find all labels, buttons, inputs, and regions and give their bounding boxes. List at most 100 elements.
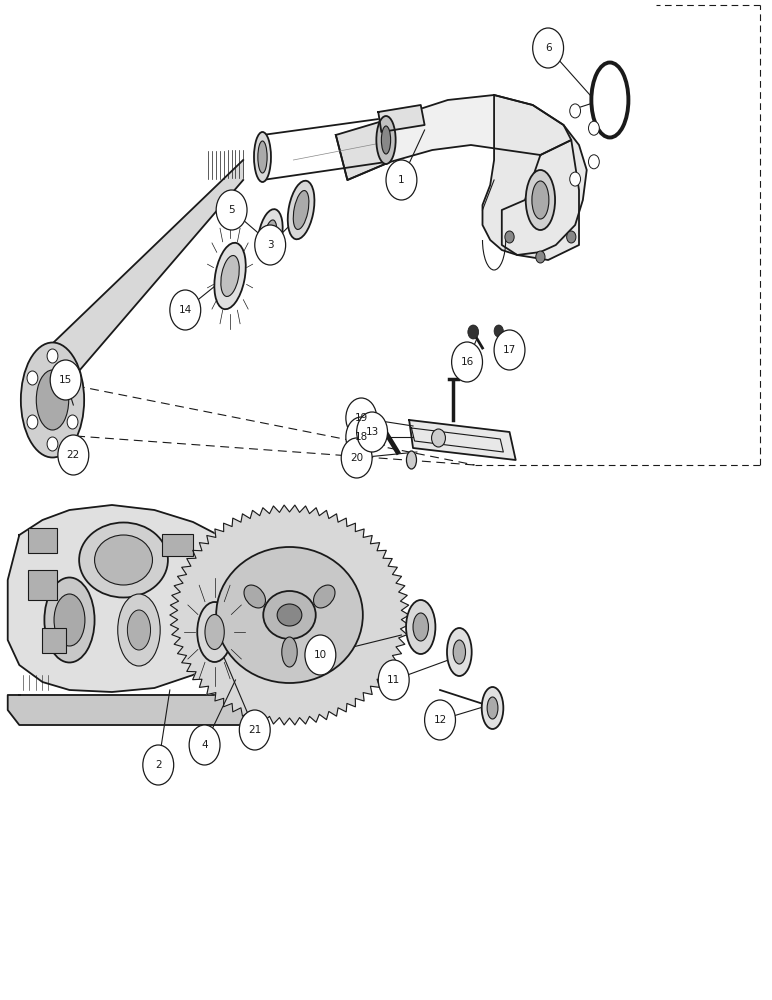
Text: 3: 3	[267, 240, 273, 250]
Circle shape	[189, 725, 220, 765]
Circle shape	[346, 417, 377, 457]
Text: 19: 19	[354, 413, 368, 423]
Ellipse shape	[453, 640, 466, 664]
Ellipse shape	[487, 697, 498, 719]
Ellipse shape	[44, 578, 94, 662]
Ellipse shape	[532, 181, 549, 219]
Circle shape	[432, 429, 445, 447]
Circle shape	[255, 225, 286, 265]
Circle shape	[47, 349, 58, 363]
Ellipse shape	[277, 604, 302, 626]
Circle shape	[570, 104, 581, 118]
Ellipse shape	[205, 614, 224, 650]
Text: 17: 17	[503, 345, 516, 355]
Bar	[28, 528, 57, 552]
Ellipse shape	[377, 116, 395, 164]
Polygon shape	[54, 160, 243, 400]
Circle shape	[425, 700, 455, 740]
Text: 22: 22	[66, 450, 80, 460]
Circle shape	[58, 435, 89, 475]
Ellipse shape	[94, 535, 152, 585]
Bar	[162, 534, 193, 556]
Circle shape	[378, 660, 409, 700]
Circle shape	[357, 412, 388, 452]
Text: 4: 4	[201, 740, 208, 750]
Circle shape	[386, 160, 417, 200]
Bar	[42, 628, 66, 652]
Circle shape	[536, 251, 545, 263]
Ellipse shape	[215, 243, 245, 309]
Text: 13: 13	[365, 427, 379, 437]
Ellipse shape	[413, 613, 428, 641]
Polygon shape	[170, 505, 409, 725]
Ellipse shape	[381, 126, 391, 154]
Ellipse shape	[36, 370, 69, 430]
Polygon shape	[336, 120, 390, 180]
Circle shape	[67, 415, 78, 429]
Circle shape	[505, 231, 514, 243]
Ellipse shape	[282, 637, 297, 667]
Ellipse shape	[127, 610, 151, 650]
Ellipse shape	[79, 522, 168, 597]
Ellipse shape	[526, 170, 555, 230]
Polygon shape	[378, 105, 425, 132]
Ellipse shape	[313, 585, 335, 608]
Circle shape	[468, 325, 479, 339]
Circle shape	[67, 371, 78, 385]
Ellipse shape	[54, 594, 85, 646]
Polygon shape	[502, 140, 579, 260]
Ellipse shape	[264, 220, 276, 252]
Ellipse shape	[293, 191, 309, 229]
Circle shape	[570, 172, 581, 186]
Text: 15: 15	[59, 375, 73, 385]
Circle shape	[567, 231, 576, 243]
Text: 10: 10	[313, 650, 327, 660]
Bar	[28, 570, 57, 600]
Circle shape	[47, 437, 58, 451]
Text: 2: 2	[155, 760, 161, 770]
Ellipse shape	[258, 209, 283, 263]
Ellipse shape	[288, 181, 314, 239]
Circle shape	[239, 710, 270, 750]
Ellipse shape	[406, 600, 435, 654]
Circle shape	[588, 155, 599, 169]
Ellipse shape	[591, 62, 628, 137]
Circle shape	[494, 330, 525, 370]
Polygon shape	[336, 95, 571, 180]
Text: 6: 6	[545, 43, 551, 53]
Ellipse shape	[447, 628, 472, 676]
Text: 11: 11	[387, 675, 401, 685]
Circle shape	[170, 290, 201, 330]
Ellipse shape	[254, 132, 271, 182]
Ellipse shape	[221, 256, 239, 296]
Polygon shape	[409, 420, 516, 460]
Circle shape	[216, 190, 247, 230]
Text: 16: 16	[460, 357, 474, 367]
Ellipse shape	[216, 547, 363, 683]
Ellipse shape	[21, 342, 84, 458]
Circle shape	[305, 635, 336, 675]
Ellipse shape	[263, 591, 316, 639]
Circle shape	[588, 121, 599, 135]
Circle shape	[50, 360, 81, 400]
Ellipse shape	[482, 687, 503, 729]
Text: 21: 21	[248, 725, 262, 735]
Text: 14: 14	[178, 305, 192, 315]
Polygon shape	[482, 95, 587, 255]
Text: 18: 18	[354, 432, 368, 442]
Circle shape	[452, 342, 482, 382]
Polygon shape	[8, 695, 259, 725]
Ellipse shape	[244, 585, 266, 608]
Text: 5: 5	[229, 205, 235, 215]
Circle shape	[66, 455, 77, 469]
Text: 12: 12	[433, 715, 447, 725]
Circle shape	[143, 745, 174, 785]
Text: 1: 1	[398, 175, 405, 185]
Circle shape	[341, 438, 372, 478]
Circle shape	[27, 415, 38, 429]
Polygon shape	[8, 505, 259, 692]
Ellipse shape	[406, 451, 416, 469]
Circle shape	[346, 398, 377, 438]
Circle shape	[533, 28, 564, 68]
Text: 20: 20	[350, 453, 364, 463]
